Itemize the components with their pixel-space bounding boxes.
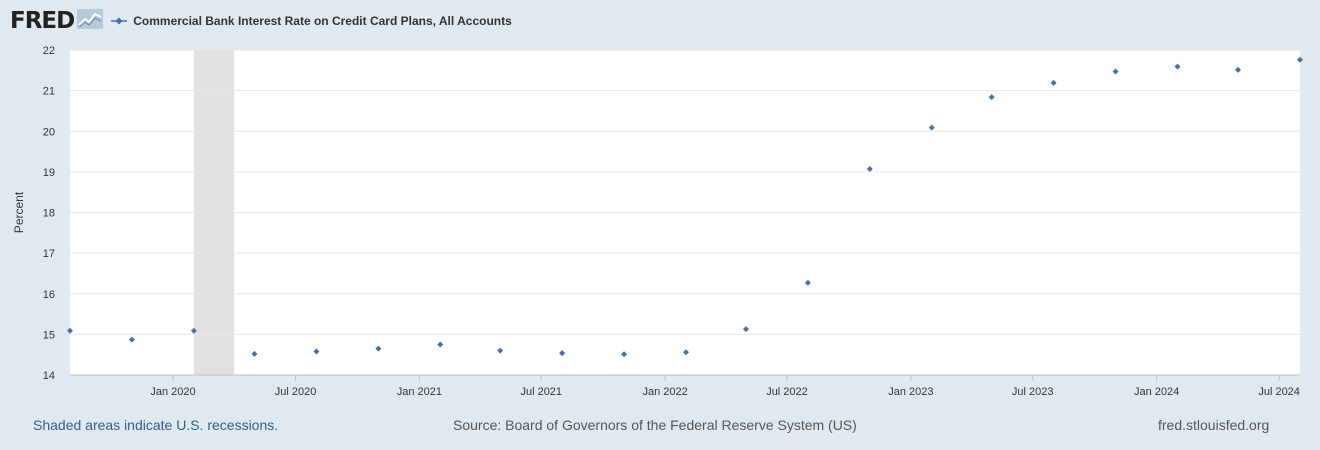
data-point [375, 345, 382, 352]
data-point [742, 326, 749, 333]
y-tick-label: 17 [43, 248, 55, 260]
data-point [928, 124, 935, 131]
y-tick-label: 15 [43, 329, 55, 341]
y-tick-label: 19 [43, 167, 55, 179]
x-tick-label: Jan 2023 [888, 386, 933, 398]
data-point [190, 327, 197, 334]
fred-logo[interactable]: FRED [10, 8, 75, 34]
y-axis-label: Percent [12, 191, 26, 233]
data-point [988, 94, 995, 101]
data-point [497, 347, 504, 354]
x-tick-label: Jan 2022 [643, 386, 688, 398]
y-tick-label: 21 [43, 86, 55, 98]
fred-logo-graph-icon [77, 8, 104, 34]
x-tick-label: Jul 2022 [766, 386, 808, 398]
data-point [1112, 68, 1119, 75]
legend-label: Commercial Bank Interest Rate on Credit … [133, 14, 512, 28]
data-point [251, 350, 258, 357]
data-point [128, 336, 135, 343]
chart-header: FRED Commercial Bank Interest Rate on Cr… [10, 8, 512, 34]
x-tick-label: Jul 2020 [275, 386, 317, 398]
x-tick-label: Jul 2021 [520, 386, 562, 398]
data-point [1050, 79, 1057, 86]
data-point [313, 348, 320, 355]
x-tick-label: Jul 2023 [1012, 386, 1054, 398]
source-text: Source: Board of Governors of the Federa… [453, 417, 857, 433]
x-tick-label: Jul 2024 [1258, 386, 1300, 398]
y-tick-label: 22 [43, 45, 55, 57]
y-tick-label: 18 [43, 208, 55, 220]
x-tick-label: Jan 2021 [397, 386, 442, 398]
data-point [1174, 63, 1181, 70]
recession-note-link[interactable]: Shaded areas indicate U.S. recessions. [33, 417, 279, 433]
data-point [683, 349, 690, 356]
x-tick-label: Jan 2020 [150, 386, 195, 398]
legend[interactable]: Commercial Bank Interest Rate on Credit … [111, 14, 512, 28]
data-point [1235, 66, 1242, 73]
data-point [67, 327, 73, 334]
site-link[interactable]: fred.stlouisfed.org [1158, 417, 1270, 433]
data-point [804, 279, 811, 286]
x-tick-label: Jan 2024 [1134, 386, 1179, 398]
data-point [621, 351, 628, 358]
data-point [1297, 56, 1303, 63]
legend-line-diamond-icon [111, 17, 128, 25]
y-tick-label: 20 [43, 126, 55, 138]
data-point [437, 341, 444, 348]
y-tick-label: 14 [43, 370, 55, 382]
data-point [559, 350, 566, 357]
data-point [866, 166, 873, 173]
y-tick-label: 16 [43, 289, 55, 301]
